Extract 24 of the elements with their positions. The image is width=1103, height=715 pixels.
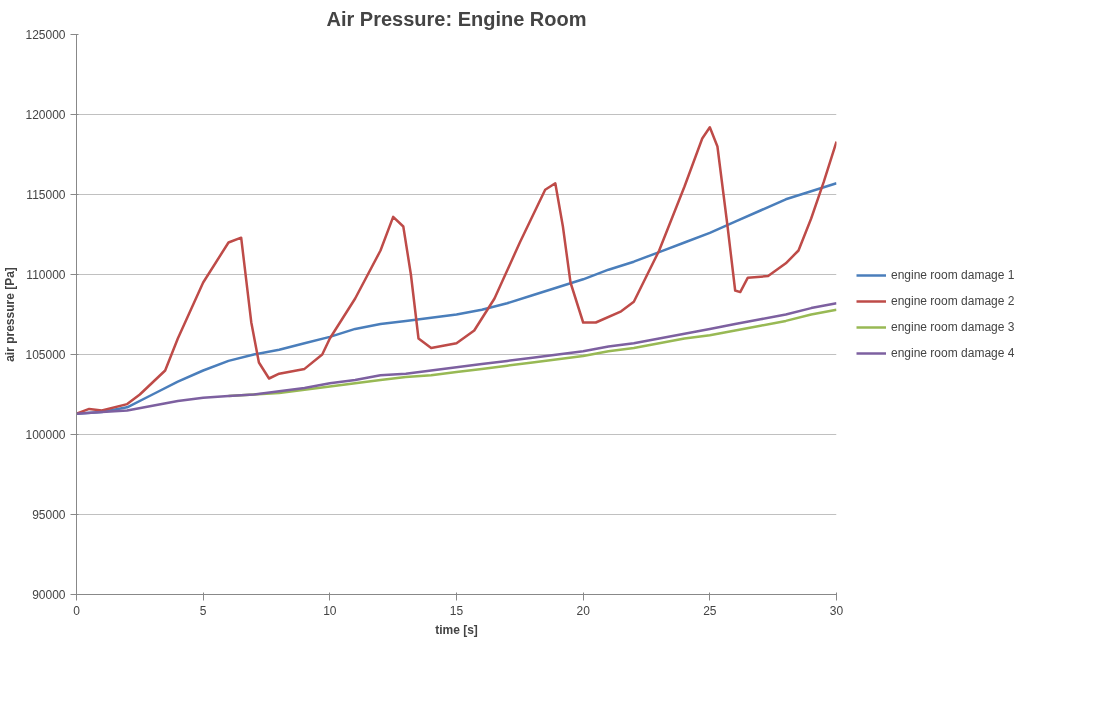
legend-label: engine room damage 4 <box>891 346 1015 360</box>
y-tick-label: 95000 <box>32 508 66 522</box>
x-axis-title: time [s] <box>435 622 478 637</box>
y-tick-label: 115000 <box>26 188 66 202</box>
x-tick-label: 0 <box>73 603 81 618</box>
y-tick-label: 90000 <box>32 588 66 602</box>
legend-label: engine room damage 2 <box>891 294 1015 308</box>
y-tick-label: 125000 <box>25 28 66 42</box>
y-axis-title: air pressure [Pa] <box>3 267 18 362</box>
line-series <box>76 302 837 415</box>
x-tick-label: 30 <box>829 603 844 618</box>
y-tick-label: 110000 <box>26 268 66 282</box>
x-tick-label: 20 <box>576 603 591 618</box>
x-tick-label: 15 <box>449 603 464 618</box>
legend-label: engine room damage 3 <box>891 320 1015 334</box>
chart-title: Air Pressure: Engine Room <box>326 7 587 30</box>
x-tick-label: 25 <box>703 603 717 618</box>
legend-label: engine room damage 1 <box>891 268 1015 282</box>
y-tick-label: 120000 <box>25 108 66 122</box>
x-tick-label: 5 <box>199 603 207 618</box>
y-tick-label: 105000 <box>25 348 66 362</box>
x-tick-label: 10 <box>323 603 337 618</box>
y-tick-label: 100000 <box>25 428 66 442</box>
line-series <box>76 126 837 415</box>
